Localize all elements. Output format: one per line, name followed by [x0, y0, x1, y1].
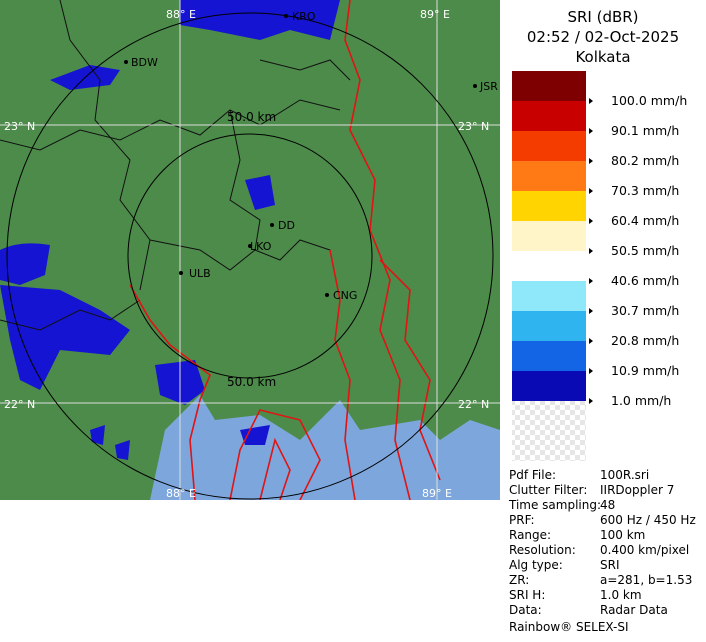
panel-site: Kolkata: [575, 48, 630, 66]
legend-swatch: [512, 281, 586, 311]
info-key: PRF:: [509, 513, 535, 527]
legend-label: 70.3 mm/h: [611, 183, 679, 198]
legend-pointer: [589, 98, 593, 104]
info-key: Resolution:: [509, 543, 576, 557]
info-value: Radar Data: [600, 603, 668, 617]
grid-label: 23° N: [458, 120, 489, 133]
place-label: CNG: [333, 289, 357, 302]
grid-label: 88° E: [166, 487, 196, 500]
legend-swatch: [512, 221, 586, 251]
grid-label: 22° N: [4, 398, 35, 411]
legend-label: 30.7 mm/h: [611, 303, 679, 318]
legend-swatch: [512, 101, 586, 131]
ring-label: 50.0 km: [227, 375, 276, 389]
grid-label: 22° N: [458, 398, 489, 411]
legend-swatch: [512, 371, 586, 401]
info-key: ZR:: [509, 573, 529, 587]
grid-label: 89° E: [422, 487, 452, 500]
info-key: Alg type:: [509, 558, 563, 572]
legend-swatch: [512, 341, 586, 371]
legend-swatch: [512, 71, 586, 101]
legend-pointer: [589, 308, 593, 314]
info-value: 1.0 km: [600, 588, 642, 602]
legend-pointer: [589, 128, 593, 134]
info-value: IIRDoppler 7: [600, 483, 674, 497]
sea: [150, 395, 500, 500]
place-markers: [124, 14, 477, 297]
legend-label: 100.0 mm/h: [611, 93, 687, 108]
info-value: a=281, b=1.53: [600, 573, 692, 587]
info-value: SRI: [600, 558, 620, 572]
footer: Rainbow® SELEX-SI: [509, 620, 629, 634]
place-label: LKO: [250, 240, 272, 253]
info-value: 0.400 km/pixel: [600, 543, 689, 557]
info-key: Pdf File:: [509, 468, 556, 482]
info-value: 100R.sri: [600, 468, 649, 482]
info-key: Data:: [509, 603, 542, 617]
legend-pointer: [589, 338, 593, 344]
boundaries: [0, 0, 351, 331]
legend-swatch: [512, 311, 586, 341]
place-label: ULB: [189, 267, 211, 280]
place-label: KRO: [292, 10, 316, 23]
panel-time: 02:52 / 02-Oct-2025: [527, 28, 679, 46]
legend-nodata: [512, 401, 586, 461]
graticule: [0, 0, 500, 500]
info-table: Pdf File: 100R.sri Clutter Filter: IIRDoppl…: [508, 468, 696, 617]
place-label: JSR: [479, 80, 498, 93]
legend-pointer: [589, 218, 593, 224]
outer-range-ring: [6, 12, 494, 500]
legend-swatch: [512, 161, 586, 191]
info-key: SRI H:: [509, 588, 545, 602]
map: [0, 0, 500, 500]
legend-label: 40.6 mm/h: [611, 273, 679, 288]
legend-pointer: [589, 188, 593, 194]
legend-pointer: [589, 248, 593, 254]
legend-label: 90.1 mm/h: [611, 123, 679, 138]
legend: 100.0 mm/h 90.1 mm/h 80.2 mm/h 70.3 mm/h 60.…: [512, 71, 687, 408]
info-value: 100 km: [600, 528, 645, 542]
legend-label: 20.8 mm/h: [611, 333, 679, 348]
legend-swatch: [512, 191, 586, 221]
place-label: BDW: [131, 56, 158, 69]
legend-pointer: [589, 158, 593, 164]
legend-label: 10.9 mm/h: [611, 363, 679, 378]
info-key: Clutter Filter:: [509, 483, 587, 497]
info-value: 600 Hz / 450 Hz: [600, 513, 696, 527]
legend-swatch: [512, 131, 586, 161]
precipitation: [0, 0, 340, 460]
legend-pointer: [589, 368, 593, 374]
grid-label: 88° E: [166, 8, 196, 21]
place-label: DD: [278, 219, 295, 232]
panel-title: SRI (dBR): [567, 8, 638, 26]
ring-label: 50.0 km: [227, 110, 276, 124]
info-key: Time sampling:: [508, 498, 601, 512]
legend-swatch: [512, 251, 586, 281]
side-panel: SRI (dBR) 02:52 / 02-Oct-2025 Kolkata 10…: [508, 8, 696, 634]
legend-label: 80.2 mm/h: [611, 153, 679, 168]
info-value: 48: [600, 498, 615, 512]
legend-pointer: [589, 278, 593, 284]
legend-label: 50.5 mm/h: [611, 243, 679, 258]
legend-label: 60.4 mm/h: [611, 213, 679, 228]
grid-label: 89° E: [420, 8, 450, 21]
info-key: Range:: [509, 528, 551, 542]
legend-label: 1.0 mm/h: [611, 393, 671, 408]
inner-range-ring: [127, 133, 373, 379]
legend-pointer: [589, 398, 593, 404]
grid-label: 23° N: [4, 120, 35, 133]
